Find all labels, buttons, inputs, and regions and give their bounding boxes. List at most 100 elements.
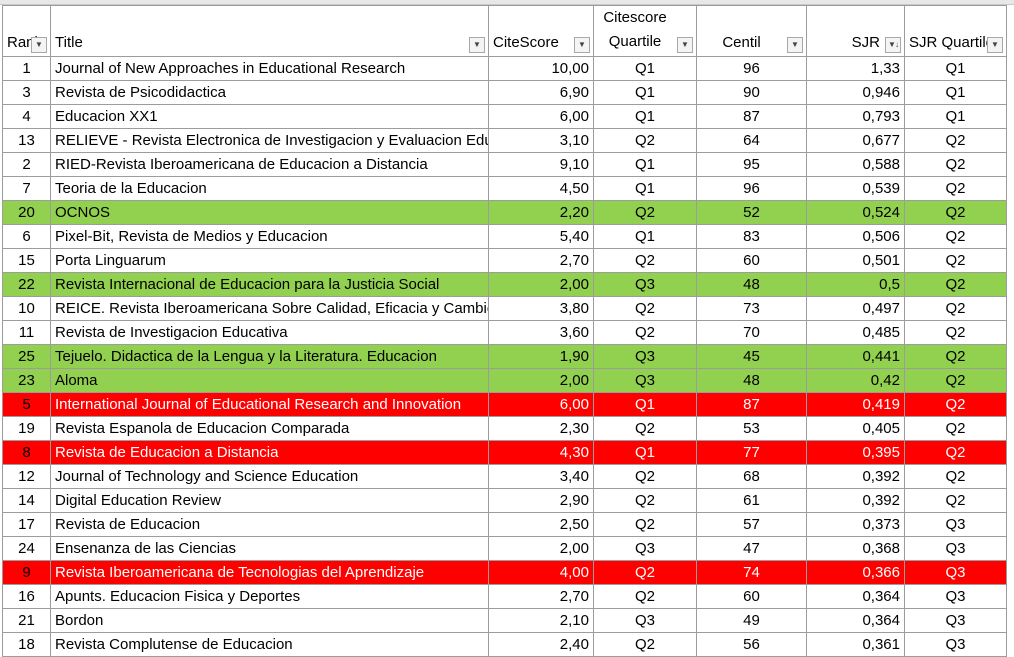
cell-centil[interactable]: 64 — [696, 128, 807, 153]
cell-title[interactable]: Revista Complutense de Educacion — [50, 632, 489, 657]
cell-citescore[interactable]: 6,90 — [488, 80, 594, 105]
cell-citescore-quartile[interactable]: Q1 — [593, 104, 697, 129]
cell-rank[interactable]: 17 — [2, 512, 51, 537]
cell-sjr-quartile[interactable]: Q3 — [904, 632, 1007, 657]
cell-title[interactable]: RIED-Revista Iberoamericana de Educacion… — [50, 152, 489, 177]
cell-citescore-quartile[interactable]: Q1 — [593, 152, 697, 177]
cell-citescore[interactable]: 2,20 — [488, 200, 594, 225]
cell-sjr-quartile[interactable]: Q3 — [904, 536, 1007, 561]
cell-rank[interactable]: 2 — [2, 152, 51, 177]
table-row[interactable]: 16 Apunts. Educacion Fisica y Deportes 2,7… — [2, 584, 1007, 609]
cell-sjr-quartile[interactable]: Q2 — [904, 344, 1007, 369]
cell-centil[interactable]: 53 — [696, 416, 807, 441]
cell-title[interactable]: Revista de Psicodidactica — [50, 80, 489, 105]
cell-citescore-quartile[interactable]: Q1 — [593, 176, 697, 201]
cell-rank[interactable]: 20 — [2, 200, 51, 225]
cell-citescore-quartile[interactable]: Q1 — [593, 440, 697, 465]
cell-sjr[interactable]: 0,497 — [806, 296, 905, 321]
table-row[interactable]: 19 Revista Espanola de Educacion Comparad… — [2, 416, 1007, 441]
cell-sjr[interactable]: 0,501 — [806, 248, 905, 273]
cell-title[interactable]: Teoria de la Educacion — [50, 176, 489, 201]
cell-centil[interactable]: 49 — [696, 608, 807, 633]
cell-rank[interactable]: 6 — [2, 224, 51, 249]
cell-sjr-quartile[interactable]: Q2 — [904, 368, 1007, 393]
cell-citescore[interactable]: 3,80 — [488, 296, 594, 321]
cell-rank[interactable]: 7 — [2, 176, 51, 201]
cell-sjr[interactable]: 0,368 — [806, 536, 905, 561]
cell-title[interactable]: Journal of Technology and Science Educat… — [50, 464, 489, 489]
cell-citescore[interactable]: 4,00 — [488, 560, 594, 585]
cell-sjr-quartile[interactable]: Q2 — [904, 248, 1007, 273]
cell-citescore-quartile[interactable]: Q2 — [593, 320, 697, 345]
filter-centil-button[interactable]: ▼ — [787, 37, 803, 53]
cell-citescore[interactable]: 2,90 — [488, 488, 594, 513]
table-row[interactable]: 2 RIED-Revista Iberoamericana de Educacio… — [2, 152, 1007, 177]
cell-citescore-quartile[interactable]: Q3 — [593, 368, 697, 393]
cell-rank[interactable]: 25 — [2, 344, 51, 369]
cell-citescore-quartile[interactable]: Q2 — [593, 128, 697, 153]
cell-sjr[interactable]: 0,946 — [806, 80, 905, 105]
cell-sjr-quartile[interactable]: Q3 — [904, 584, 1007, 609]
table-row[interactable]: 1 Journal of New Approaches in Educationa… — [2, 56, 1007, 81]
cell-citescore-quartile[interactable]: Q2 — [593, 560, 697, 585]
cell-sjr-quartile[interactable]: Q1 — [904, 56, 1007, 81]
cell-centil[interactable]: 74 — [696, 560, 807, 585]
cell-sjr-quartile[interactable]: Q2 — [904, 440, 1007, 465]
cell-title[interactable]: International Journal of Educational Res… — [50, 392, 489, 417]
cell-sjr[interactable]: 0,366 — [806, 560, 905, 585]
cell-sjr[interactable]: 0,485 — [806, 320, 905, 345]
table-row[interactable]: 24 Ensenanza de las Ciencias 2,00 Q3 47 0,368… — [2, 536, 1007, 561]
cell-title[interactable]: Ensenanza de las Ciencias — [50, 536, 489, 561]
cell-rank[interactable]: 13 — [2, 128, 51, 153]
cell-rank[interactable]: 1 — [2, 56, 51, 81]
table-row[interactable]: 21 Bordon 2,10 Q3 49 0,364 Q3 — [2, 608, 1007, 633]
cell-title[interactable]: Porta Linguarum — [50, 248, 489, 273]
cell-rank[interactable]: 21 — [2, 608, 51, 633]
table-row[interactable]: 18 Revista Complutense de Educacion 2,40 Q2… — [2, 632, 1007, 657]
filter-sjr-sorted-button[interactable]: ▼↓ — [885, 37, 901, 53]
cell-citescore[interactable]: 3,60 — [488, 320, 594, 345]
cell-centil[interactable]: 96 — [696, 176, 807, 201]
cell-sjr[interactable]: 0,364 — [806, 584, 905, 609]
table-row[interactable]: 8 Revista de Educacion a Distancia 4,30 Q1 7… — [2, 440, 1007, 465]
cell-title[interactable]: Pixel-Bit, Revista de Medios y Educacion — [50, 224, 489, 249]
cell-citescore-quartile[interactable]: Q2 — [593, 464, 697, 489]
cell-citescore-quartile[interactable]: Q2 — [593, 200, 697, 225]
cell-citescore[interactable]: 5,40 — [488, 224, 594, 249]
cell-citescore[interactable]: 3,10 — [488, 128, 594, 153]
cell-citescore[interactable]: 6,00 — [488, 104, 594, 129]
cell-citescore[interactable]: 1,90 — [488, 344, 594, 369]
table-row[interactable]: 15 Porta Linguarum 2,70 Q2 60 0,501 Q2 — [2, 248, 1007, 273]
cell-title[interactable]: Revista Espanola de Educacion Comparada — [50, 416, 489, 441]
cell-centil[interactable]: 77 — [696, 440, 807, 465]
cell-sjr[interactable]: 0,392 — [806, 464, 905, 489]
cell-citescore-quartile[interactable]: Q2 — [593, 584, 697, 609]
table-row[interactable]: 23 Aloma 2,00 Q3 48 0,42 Q2 — [2, 368, 1007, 393]
cell-centil[interactable]: 87 — [696, 392, 807, 417]
cell-centil[interactable]: 52 — [696, 200, 807, 225]
cell-sjr[interactable]: 0,395 — [806, 440, 905, 465]
cell-sjr[interactable]: 0,42 — [806, 368, 905, 393]
cell-citescore-quartile[interactable]: Q2 — [593, 416, 697, 441]
cell-sjr[interactable]: 0,5 — [806, 272, 905, 297]
cell-centil[interactable]: 60 — [696, 248, 807, 273]
cell-sjr-quartile[interactable]: Q3 — [904, 560, 1007, 585]
cell-sjr-quartile[interactable]: Q2 — [904, 272, 1007, 297]
table-row[interactable]: 22 Revista Internacional de Educacion par… — [2, 272, 1007, 297]
cell-rank[interactable]: 15 — [2, 248, 51, 273]
cell-centil[interactable]: 73 — [696, 296, 807, 321]
cell-citescore[interactable]: 4,30 — [488, 440, 594, 465]
cell-sjr[interactable]: 0,361 — [806, 632, 905, 657]
cell-title[interactable]: Digital Education Review — [50, 488, 489, 513]
cell-citescore[interactable]: 2,00 — [488, 536, 594, 561]
table-row[interactable]: 5 International Journal of Educational Re… — [2, 392, 1007, 417]
filter-citescore-quartile-button[interactable]: ▼ — [677, 37, 693, 53]
cell-sjr-quartile[interactable]: Q1 — [904, 104, 1007, 129]
cell-citescore-quartile[interactable]: Q1 — [593, 392, 697, 417]
cell-centil[interactable]: 60 — [696, 584, 807, 609]
cell-rank[interactable]: 24 — [2, 536, 51, 561]
cell-rank[interactable]: 16 — [2, 584, 51, 609]
cell-citescore[interactable]: 2,10 — [488, 608, 594, 633]
table-row[interactable]: 13 RELIEVE - Revista Electronica de Inves… — [2, 128, 1007, 153]
cell-sjr-quartile[interactable]: Q2 — [904, 200, 1007, 225]
